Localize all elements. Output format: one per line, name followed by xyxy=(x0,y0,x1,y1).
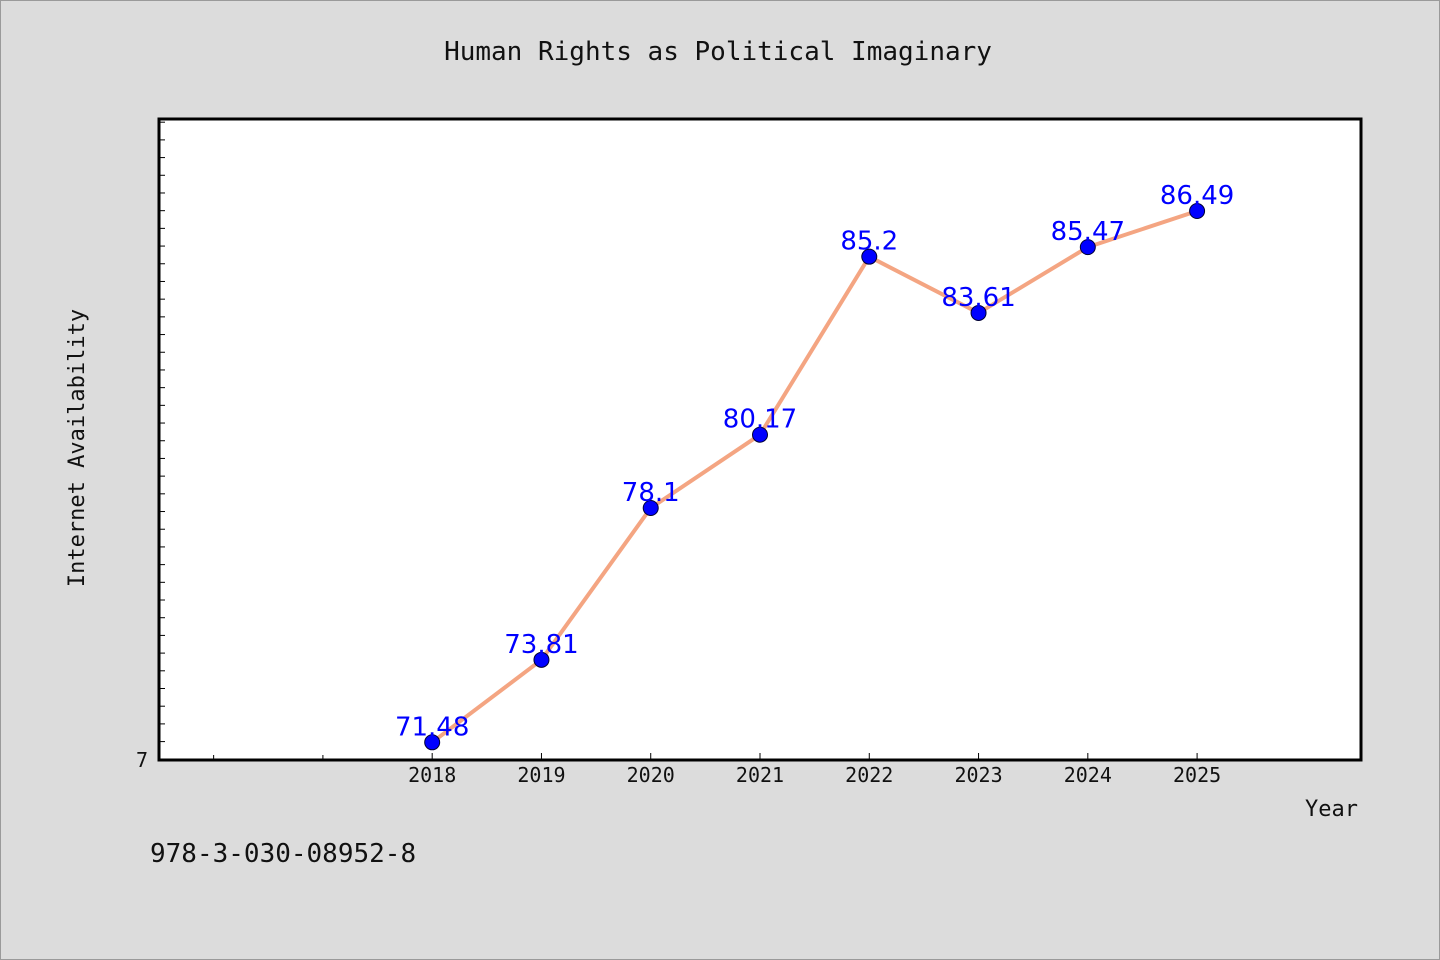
data-point xyxy=(1079,239,1096,256)
x-axis-label: Year xyxy=(1305,797,1358,822)
x-axis-ticks: 2018 2019 2020 2021 2022 2023 2024 2025 xyxy=(213,753,1221,787)
data-label: 73.81 xyxy=(504,630,578,660)
data-point xyxy=(861,248,878,265)
isbn-footnote: 978-3-030-08952-8 xyxy=(150,839,416,869)
x-tick-label: 2025 xyxy=(1173,763,1221,787)
x-tick-label: 2023 xyxy=(954,763,1002,787)
x-tick-label: 2022 xyxy=(845,763,893,787)
data-point xyxy=(424,734,441,751)
data-point xyxy=(642,499,659,516)
x-tick-label: 2018 xyxy=(408,763,456,787)
y-tick-label: 7 xyxy=(136,748,148,772)
data-label: 78.1 xyxy=(622,478,680,508)
x-tick-label: 2019 xyxy=(517,763,565,787)
data-point xyxy=(752,426,768,443)
series-availability: 71.48 73.81 78.1 80.17 85.2 83.61 85.47 86.49 xyxy=(395,181,1234,751)
data-label: 85.2 xyxy=(840,227,898,257)
data-label: 71.48 xyxy=(395,712,469,742)
y-axis-ticks xyxy=(159,121,165,760)
data-label: 85.47 xyxy=(1051,217,1125,247)
x-tick-label: 2020 xyxy=(627,763,675,787)
data-label: 86.49 xyxy=(1160,181,1234,211)
y-axis-label: Internet Availability xyxy=(65,309,90,587)
series-line xyxy=(430,209,1198,744)
x-tick-label: 2024 xyxy=(1064,763,1112,787)
data-label: 80.17 xyxy=(723,405,797,435)
data-point xyxy=(970,304,987,321)
x-tick-label: 2021 xyxy=(736,763,784,787)
data-label: 83.61 xyxy=(941,283,1015,313)
data-point xyxy=(1189,203,1206,220)
data-point xyxy=(533,651,550,668)
chart-title: Human Rights as Political Imaginary xyxy=(444,37,992,67)
